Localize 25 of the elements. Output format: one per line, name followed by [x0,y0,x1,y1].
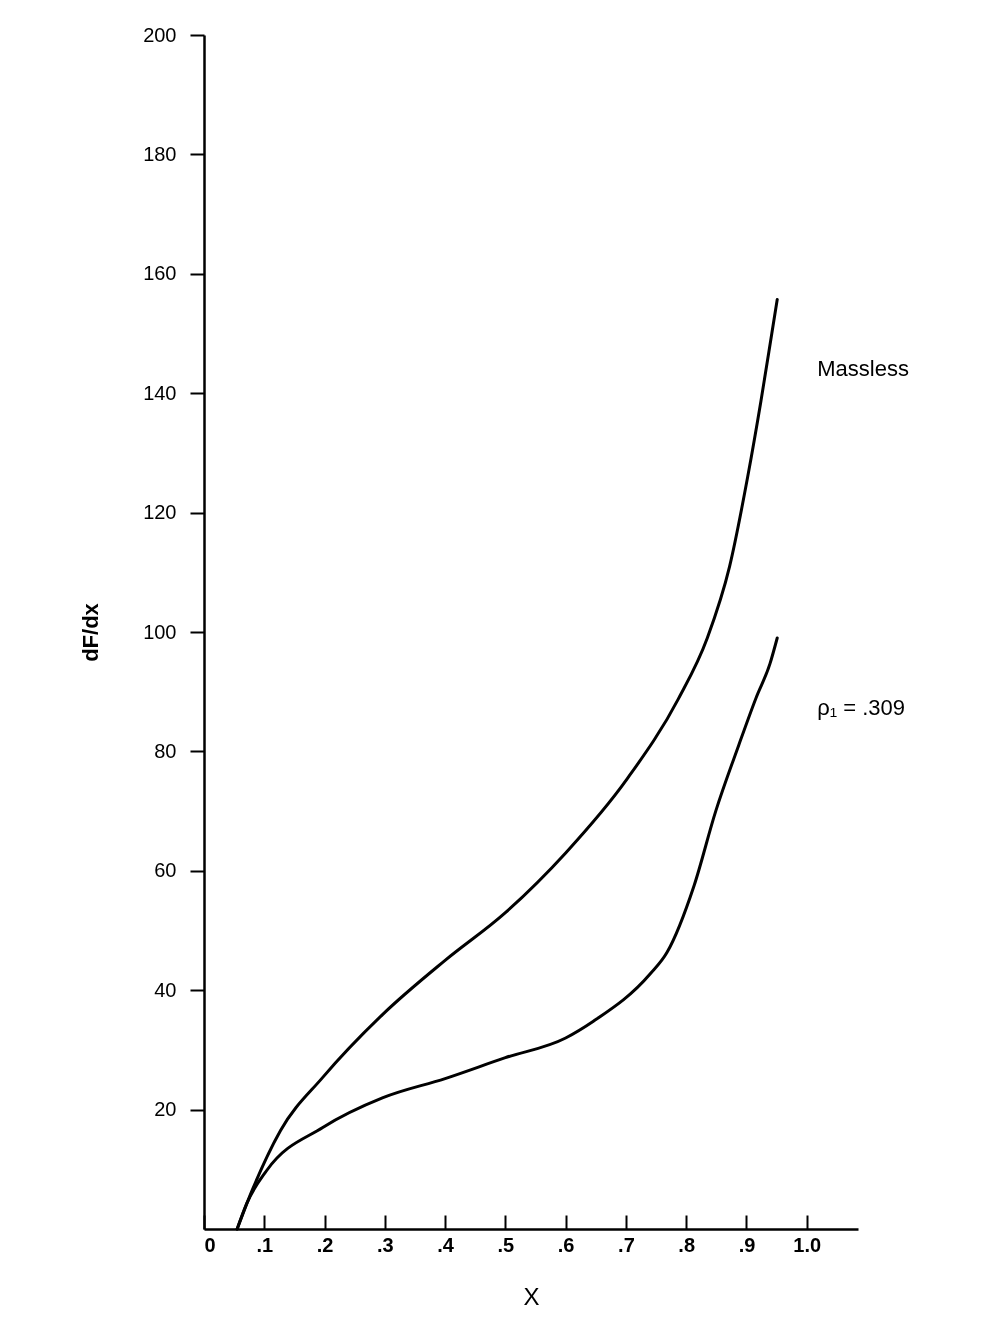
y-tick-label: 40 [154,978,177,1001]
x-tick-label: .7 [618,1233,635,1256]
x-tick-label: .1 [256,1233,274,1256]
text: ρ₁ = .309 [817,694,906,720]
x-tick-label: .3 [376,1233,394,1256]
y-tick-label: 140 [143,381,177,404]
x-tick-label: .2 [316,1233,334,1256]
y-tick-label: 160 [143,262,177,285]
x-tick-label: .8 [678,1233,696,1256]
y-tick-label: 100 [143,620,177,643]
x-tick-label: .6 [557,1233,575,1256]
text: Massless [817,356,909,382]
y-tick-label: 60 [154,859,177,882]
y-tick-label: 120 [143,501,177,524]
y-tick-label: 180 [143,142,177,165]
x-tick-label: 1.0 [793,1233,822,1256]
x-tick-label: .4 [437,1233,455,1256]
x-axis-title: X [523,1282,540,1310]
y-tick-label: 20 [154,1098,177,1121]
x-tick-label: .9 [738,1233,756,1256]
y-tick-label: 80 [154,739,177,762]
x-tick-label: 0 [204,1233,216,1256]
y-tick-label: 200 [143,23,177,46]
y-axis-title: dF/dx [78,602,104,662]
x-tick-label: .5 [497,1233,515,1256]
